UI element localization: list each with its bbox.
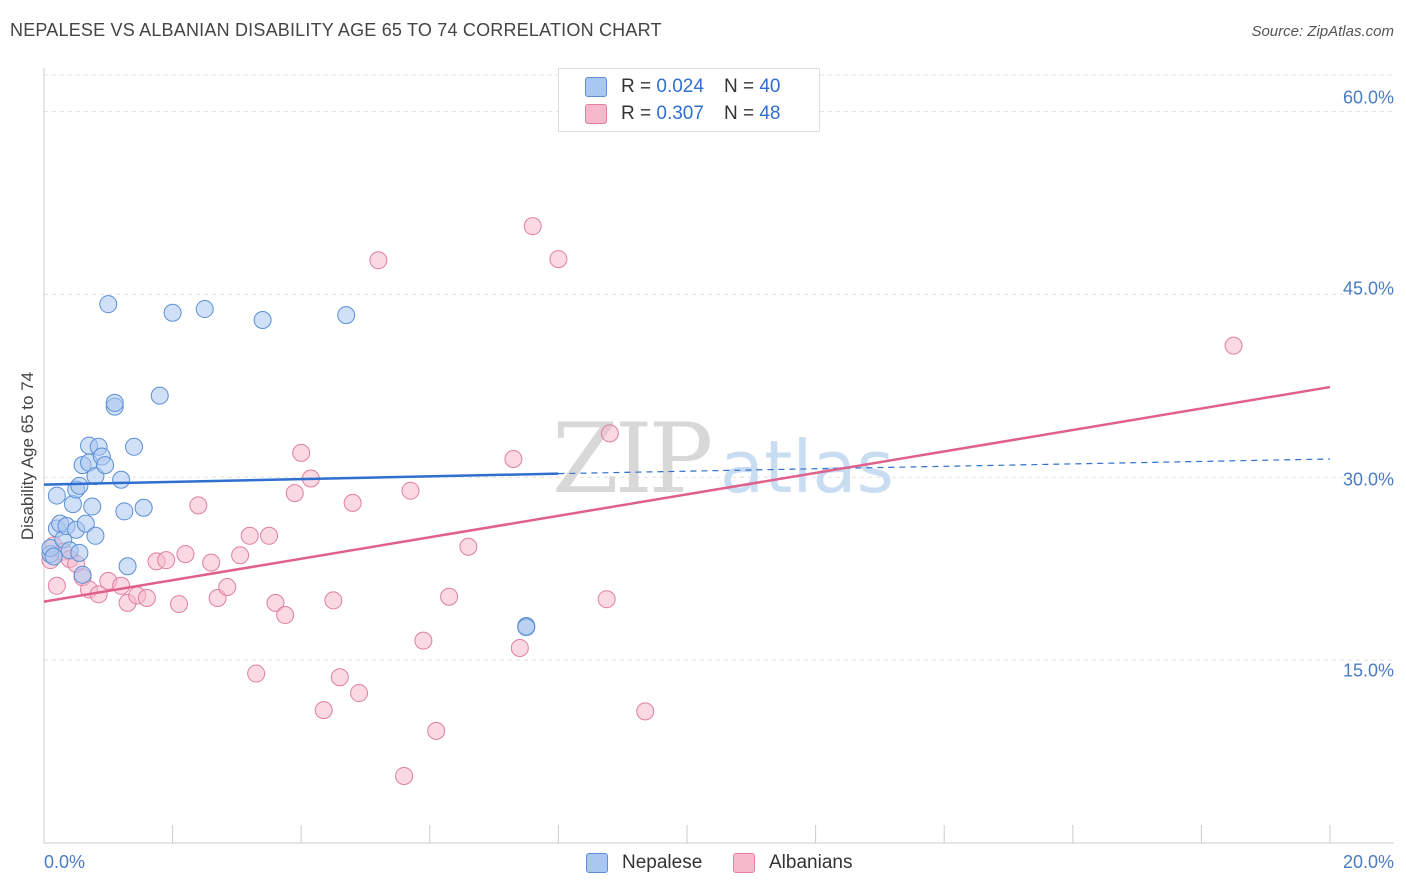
albanians-point [324, 591, 343, 610]
nepalese-point [99, 295, 118, 314]
nepalese-trend-line [43, 472, 559, 486]
legend-n-label: N = [723, 103, 755, 124]
nepalese-point [150, 386, 169, 405]
nepalese-point [63, 495, 82, 514]
albanians-point [112, 576, 131, 595]
chart-title: NEPALESE VS ALBANIAN DISABILITY AGE 65 T… [10, 20, 662, 40]
nepalese-point [125, 437, 144, 456]
source-label: Source: ZipAtlas.com [1251, 23, 1394, 40]
correlation-legend: R = 0.024 N = 40 R = 0.307 N = 48 [558, 68, 820, 132]
trend-lines [43, 385, 1331, 603]
nepalese-point [337, 306, 356, 325]
nepalese-point [70, 476, 89, 495]
nepalese-point [517, 618, 536, 637]
albanians-point [523, 217, 542, 236]
legend-row-nepalese: R = 0.024 N = 40 [585, 75, 780, 99]
nepalese-trend-extension [558, 458, 1331, 475]
albanians-point [636, 702, 655, 721]
nepalese-point [47, 486, 66, 505]
albanians-point [170, 595, 189, 614]
nepalese-point [134, 498, 153, 517]
albanians-point [176, 545, 195, 564]
albanians-point [240, 526, 259, 545]
legend-n-value: 48 [759, 103, 781, 124]
nepalese-points [41, 295, 536, 637]
albanians-point [266, 593, 285, 612]
albanians-point [202, 553, 221, 572]
legend-r-value: 0.024 [656, 76, 704, 97]
albanians-point [218, 578, 237, 596]
nepalese-swatch [586, 853, 608, 873]
albanians-point [247, 664, 266, 683]
gridlines [44, 74, 1394, 661]
albanians-point [549, 250, 568, 269]
albanians-point [350, 684, 369, 703]
nepalese-point [76, 514, 95, 533]
albanians-point [330, 668, 349, 687]
albanians-swatch [585, 104, 607, 124]
nepalese-point [96, 456, 115, 475]
albanians-point [47, 576, 66, 595]
albanians-point [459, 537, 478, 556]
legend-label-nepalese: Nepalese [622, 852, 703, 873]
nepalese-point [253, 311, 272, 330]
albanians-point [395, 766, 414, 785]
albanians-point [343, 493, 362, 512]
albanians-point [314, 701, 333, 720]
albanians-point [285, 484, 304, 503]
nepalese-point [83, 497, 102, 516]
legend-r-label: R = [621, 103, 652, 124]
nepalese-point [118, 557, 137, 576]
y-axis-label: Disability Age 65 to 74 [18, 371, 37, 541]
bottom-legend-nepalese: Nepalese [586, 852, 702, 874]
albanians-point [427, 721, 446, 740]
legend-r-value: 0.307 [656, 103, 704, 124]
albanians-point [510, 638, 529, 657]
y-tick-label-60: 60.0% [1342, 87, 1394, 108]
legend-n-label: N = [723, 76, 755, 97]
legend-row-albanians: R = 0.307 N = 48 [585, 102, 780, 126]
albanians-point [504, 450, 523, 468]
nepalese-point [115, 502, 134, 521]
watermark: ZIP atlas [552, 403, 894, 515]
watermark-zip: ZIP [552, 403, 711, 515]
albanians-point [276, 606, 295, 625]
y-tick-label-30: 30.0% [1342, 469, 1394, 490]
albanians-point [401, 481, 420, 500]
albanians-point [137, 588, 156, 607]
legend-label-albanians: Albanians [769, 852, 853, 873]
nepalese-point [44, 547, 63, 566]
watermark-atlas: atlas [720, 425, 894, 509]
nepalese-point [73, 565, 92, 584]
legend-n-value: 40 [759, 76, 781, 97]
albanians-point [231, 546, 250, 565]
legend-r-label: R = [621, 76, 652, 97]
nepalese-swatch [585, 77, 607, 97]
nepalese-point [86, 526, 105, 545]
albanians-trend-line [43, 385, 1331, 603]
albanians-point [597, 590, 616, 609]
albanians-point [157, 551, 176, 570]
nepalese-point [112, 470, 131, 489]
albanians-point [369, 251, 388, 270]
nepalese-point [163, 303, 182, 322]
nepalese-point [70, 543, 89, 562]
albanians-point [292, 443, 311, 462]
y-tick-label-15: 15.0% [1342, 660, 1394, 681]
albanians-point [600, 424, 619, 443]
nepalese-point [195, 300, 214, 319]
y-tick-label-45: 45.0% [1342, 278, 1394, 299]
x-tick-label-min: 0.0% [44, 852, 86, 872]
albanians-point [1224, 336, 1243, 355]
albanians-point [260, 526, 279, 545]
albanians-swatch [733, 853, 755, 873]
albanians-point [189, 496, 208, 515]
albanians-point [414, 631, 433, 650]
x-tick-label-max: 20.0% [1342, 852, 1394, 872]
bottom-legend-albanians: Albanians [733, 852, 852, 874]
nepalese-point [105, 393, 124, 412]
axes [43, 68, 1394, 844]
albanians-point [440, 587, 459, 606]
